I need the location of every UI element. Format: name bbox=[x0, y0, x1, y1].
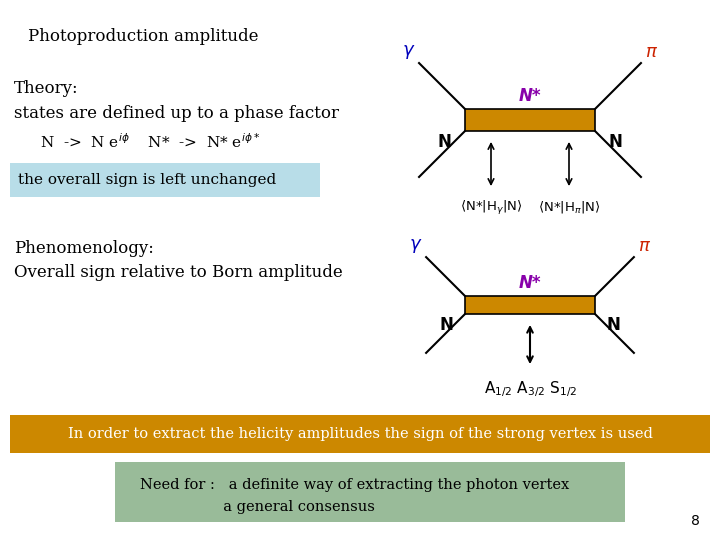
Text: $\langle$N*$|$H$_\gamma|$N$\rangle$: $\langle$N*$|$H$_\gamma|$N$\rangle$ bbox=[460, 199, 522, 217]
Text: $\langle$N*$|$H$_\pi|$N$\rangle$: $\langle$N*$|$H$_\pi|$N$\rangle$ bbox=[538, 199, 600, 215]
Text: In order to extract the helicity amplitudes the sign of the strong vertex is use: In order to extract the helicity amplitu… bbox=[68, 427, 652, 441]
Text: A$_{1/2}$ A$_{3/2}$ S$_{1/2}$: A$_{1/2}$ A$_{3/2}$ S$_{1/2}$ bbox=[484, 379, 577, 399]
Text: N*: N* bbox=[518, 274, 541, 292]
Bar bbox=[115, 462, 625, 522]
Text: the overall sign is left unchanged: the overall sign is left unchanged bbox=[18, 173, 276, 187]
Text: N: N bbox=[437, 133, 451, 151]
Text: Phenomenology:: Phenomenology: bbox=[14, 240, 154, 257]
Bar bbox=[10, 163, 320, 197]
Text: N  ->  N e$^{i\phi}$    N*  ->  N* e$^{i\phi*}$: N -> N e$^{i\phi}$ N* -> N* e$^{i\phi*}$ bbox=[40, 132, 261, 151]
Text: $\gamma$: $\gamma$ bbox=[402, 43, 415, 61]
Text: N: N bbox=[609, 133, 623, 151]
Bar bbox=[10, 415, 710, 453]
Bar bbox=[465, 296, 595, 314]
Text: N: N bbox=[439, 316, 454, 334]
Text: Overall sign relative to Born amplitude: Overall sign relative to Born amplitude bbox=[14, 264, 343, 281]
Bar bbox=[465, 109, 595, 131]
Text: Need for :   a definite way of extracting the photon vertex: Need for : a definite way of extracting … bbox=[140, 478, 570, 492]
Text: 8: 8 bbox=[691, 514, 700, 528]
Text: $\gamma$: $\gamma$ bbox=[409, 237, 422, 255]
Text: states are defined up to a phase factor: states are defined up to a phase factor bbox=[14, 105, 339, 122]
Text: a general consensus: a general consensus bbox=[140, 500, 375, 514]
Text: $\pi$: $\pi$ bbox=[638, 237, 651, 255]
Text: N*: N* bbox=[518, 87, 541, 105]
Text: N: N bbox=[607, 316, 621, 334]
Text: $\pi$: $\pi$ bbox=[645, 43, 658, 61]
Text: Photoproduction amplitude: Photoproduction amplitude bbox=[28, 28, 258, 45]
Text: Theory:: Theory: bbox=[14, 80, 78, 97]
